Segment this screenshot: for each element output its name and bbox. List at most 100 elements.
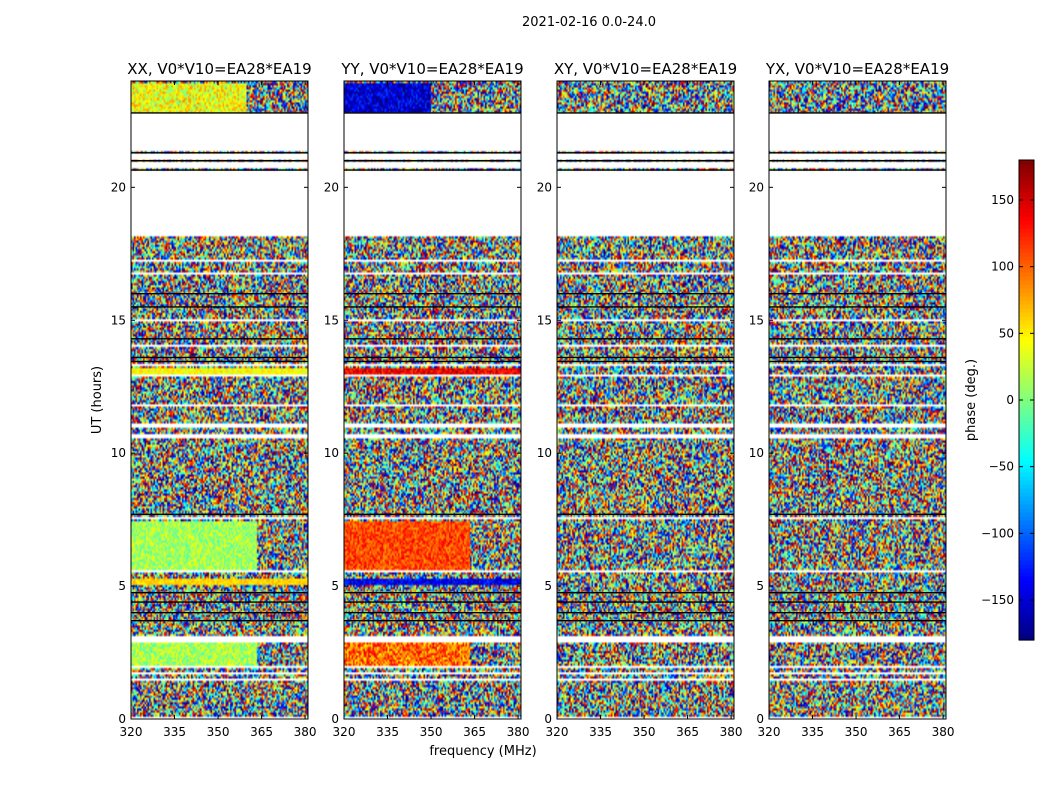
colorbar-segment xyxy=(1019,240,1034,245)
panel-title: YY, V0*V10=EA28*EA19 xyxy=(340,60,523,78)
colorbar-segment xyxy=(1019,488,1034,493)
colorbar-segment xyxy=(1019,508,1034,513)
y-tick-label: 20 xyxy=(537,180,552,194)
colorbar-segment xyxy=(1019,484,1034,489)
colorbar-segment xyxy=(1019,176,1034,181)
colorbar-segment xyxy=(1019,480,1034,485)
colorbar-segment xyxy=(1019,264,1034,269)
colorbar-segment xyxy=(1019,292,1034,297)
colorbar-segment xyxy=(1019,260,1034,265)
colorbar-segment xyxy=(1019,168,1034,173)
colorbar-segment xyxy=(1019,604,1034,609)
colorbar-segment xyxy=(1019,388,1034,393)
colorbar-segment xyxy=(1019,516,1034,521)
x-tick-label: 365 xyxy=(888,725,911,739)
colorbar-segment xyxy=(1019,428,1034,433)
colorbar-segment xyxy=(1019,612,1034,617)
figure-suptitle: 2021-02-16 0.0-24.0 xyxy=(522,15,656,30)
colorbar-segment xyxy=(1019,272,1034,277)
colorbar-segment xyxy=(1019,504,1034,509)
colorbar-segment xyxy=(1019,456,1034,461)
colorbar-segment xyxy=(1019,408,1034,413)
colorbar-segment xyxy=(1019,180,1034,185)
panel-group: XX, V0*V10=EA28*EA19 320 335 350 365 380 0 5 10 1… xyxy=(111,60,955,739)
colorbar-segment xyxy=(1019,284,1034,289)
y-tick-label: 10 xyxy=(749,446,764,460)
colorbar-segment xyxy=(1019,420,1034,425)
colorbar-segment xyxy=(1019,304,1034,309)
colorbar-segment xyxy=(1019,476,1034,481)
colorbar: −150 −100 −50 0 50 100 150 phase (deg.) xyxy=(964,159,1035,641)
y-tick-label: 20 xyxy=(324,180,339,194)
colorbar-segment xyxy=(1019,600,1034,605)
y-tick-label: 5 xyxy=(118,579,126,593)
colorbar-segment xyxy=(1019,224,1034,229)
colorbar-segment xyxy=(1019,252,1034,257)
colorbar-segment xyxy=(1019,520,1034,525)
x-tick-label: 380 xyxy=(507,725,530,739)
colorbar-segment xyxy=(1019,536,1034,541)
x-axis-label: frequency (MHz) xyxy=(429,744,536,759)
colorbar-segment xyxy=(1019,492,1034,497)
colorbar-segment xyxy=(1019,512,1034,517)
panel-frame xyxy=(343,80,522,720)
panel-1: XX, V0*V10=EA28*EA19 320 335 350 365 380 0 5 10 1… xyxy=(111,60,317,739)
colorbar-segment xyxy=(1019,228,1034,233)
colorbar-segment xyxy=(1019,444,1034,449)
colorbar-segment xyxy=(1019,192,1034,197)
x-tick-label: 380 xyxy=(720,725,743,739)
colorbar-segment xyxy=(1019,384,1034,389)
panel-frame xyxy=(130,80,309,720)
x-tick-label: 335 xyxy=(801,725,824,739)
colorbar-segment xyxy=(1019,320,1034,325)
colorbar-segment xyxy=(1019,368,1034,373)
colorbar-segment xyxy=(1019,348,1034,353)
x-tick-label: 335 xyxy=(163,725,186,739)
x-tick-label: 350 xyxy=(633,725,656,739)
panel-4: YX, V0*V10=EA28*EA19 320 335 350 365 380 0 5 10 1… xyxy=(749,60,955,739)
x-tick-label: 320 xyxy=(120,725,143,739)
colorbar-segment xyxy=(1019,464,1034,469)
colorbar-segment xyxy=(1019,592,1034,597)
colorbar-segment xyxy=(1019,636,1034,641)
colorbar-segment xyxy=(1019,200,1034,205)
colorbar-segment xyxy=(1019,576,1034,581)
colorbar-segment xyxy=(1019,436,1034,441)
phase-raster xyxy=(131,81,308,719)
x-tick-label: 320 xyxy=(546,725,569,739)
colorbar-segment xyxy=(1019,532,1034,537)
colorbar-segment xyxy=(1019,352,1034,357)
colorbar-segment xyxy=(1019,468,1034,473)
colorbar-segment xyxy=(1019,276,1034,281)
panel-frame xyxy=(556,80,735,720)
colorbar-segment xyxy=(1019,220,1034,225)
x-tick-label: 365 xyxy=(676,725,699,739)
colorbar-segment xyxy=(1019,344,1034,349)
colorbar-segment xyxy=(1019,268,1034,273)
phase-raster xyxy=(557,81,734,719)
colorbar-tick-label: −50 xyxy=(989,460,1014,474)
x-tick-label: 350 xyxy=(207,725,230,739)
colorbar-segment xyxy=(1019,440,1034,445)
y-tick-label: 10 xyxy=(324,446,339,460)
colorbar-segment xyxy=(1019,452,1034,457)
colorbar-tick-label: 50 xyxy=(999,326,1014,340)
x-tick-label: 335 xyxy=(376,725,399,739)
phase-raster xyxy=(769,81,946,719)
colorbar-segment xyxy=(1019,236,1034,241)
colorbar-segment xyxy=(1019,496,1034,501)
colorbar-tick-label: 0 xyxy=(1006,393,1014,407)
x-tick-label: 350 xyxy=(420,725,443,739)
x-tick-label: 335 xyxy=(589,725,612,739)
colorbar-segment xyxy=(1019,624,1034,629)
y-tick-label: 0 xyxy=(331,712,339,726)
colorbar-segment xyxy=(1019,212,1034,217)
y-tick-label: 15 xyxy=(749,313,764,327)
colorbar-segment xyxy=(1019,256,1034,261)
colorbar-segment xyxy=(1019,560,1034,565)
y-tick-label: 20 xyxy=(111,180,126,194)
colorbar-segment xyxy=(1019,232,1034,237)
colorbar-segment xyxy=(1019,248,1034,253)
colorbar-segment xyxy=(1019,372,1034,377)
